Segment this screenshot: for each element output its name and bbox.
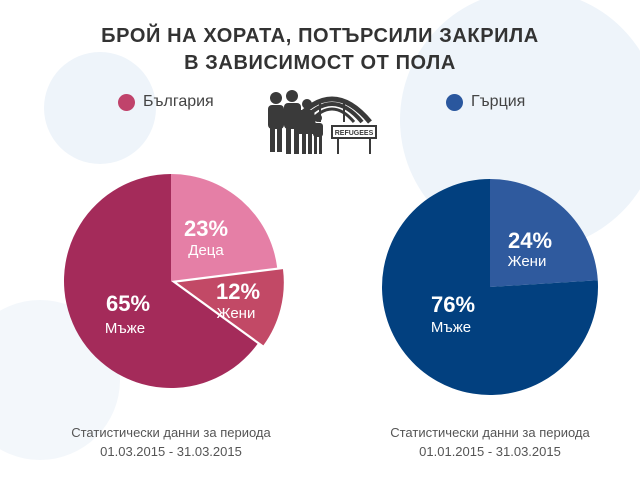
pie-label-name-greece-1: Мъже bbox=[431, 319, 471, 336]
legend-label-greece: Гърция bbox=[471, 93, 526, 110]
legend-dot-greece bbox=[446, 93, 463, 111]
pie-label-name-bulgaria-0: Деца bbox=[188, 242, 224, 259]
caption-bulgaria-line1: Статистически данни за периода bbox=[71, 425, 271, 440]
pie-slice-bulgaria-2 bbox=[64, 174, 258, 389]
chart-title-line2: В ЗАВИСИМОСТ ОТ ПОЛА bbox=[184, 52, 456, 74]
legend-greece: Гърция bbox=[446, 93, 525, 111]
caption-greece: Статистически данни за периода 01.01.201… bbox=[345, 423, 635, 461]
pie-label-name-bulgaria-1: Жени bbox=[217, 305, 256, 322]
pie-label-percent-greece-0: 24% bbox=[508, 228, 552, 253]
caption-bulgaria: Статистически данни за периода 01.03.201… bbox=[26, 423, 316, 461]
pie-label-name-bulgaria-2: Мъже bbox=[105, 320, 145, 337]
pie-slice-bulgaria-0 bbox=[171, 174, 278, 281]
pie-label-name-greece-0: Жени bbox=[508, 253, 547, 270]
pie-slice-bulgaria-1 bbox=[176, 269, 284, 346]
legend-bulgaria: България bbox=[118, 93, 214, 111]
pie-label-percent-bulgaria-0: 23% bbox=[184, 216, 228, 241]
caption-bulgaria-line2: 01.03.2015 - 31.03.2015 bbox=[100, 444, 242, 459]
pie-slice-greece-1 bbox=[381, 178, 598, 395]
caption-greece-line1: Статистически данни за периода bbox=[390, 425, 590, 440]
pie-slice-greece-0 bbox=[490, 179, 598, 287]
legend-label-bulgaria: България bbox=[143, 93, 214, 110]
refugees-sign-text: REFUGEES bbox=[335, 130, 374, 137]
caption-greece-line2: 01.01.2015 - 31.03.2015 bbox=[419, 444, 561, 459]
refugees-icon: REFUGEES bbox=[268, 90, 377, 154]
background-circle bbox=[44, 52, 156, 164]
pie-label-percent-bulgaria-1: 12% bbox=[216, 279, 260, 304]
chart-title-line1: БРОЙ НА ХОРАТА, ПОТЪРСИЛИ ЗАКРИЛА bbox=[101, 25, 539, 47]
legend-dot-bulgaria bbox=[118, 93, 135, 111]
pie-label-percent-bulgaria-2: 65% bbox=[106, 291, 150, 316]
pie-label-percent-greece-1: 76% bbox=[431, 292, 475, 317]
